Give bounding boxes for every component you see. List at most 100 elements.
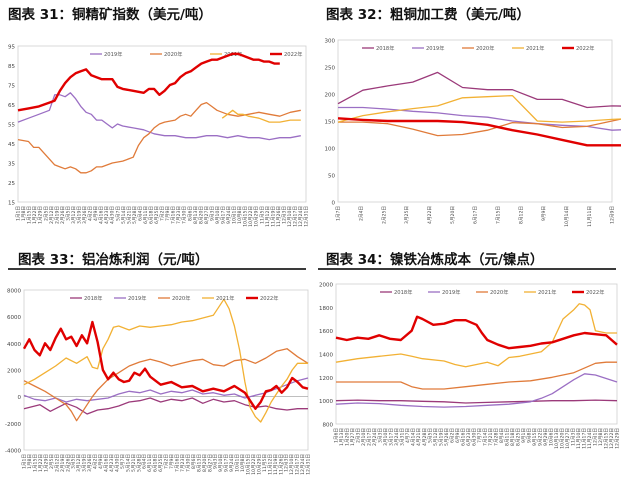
x-tick-label: 12月15日	[604, 428, 610, 449]
x-tick-label: 10月22日	[248, 206, 254, 227]
x-tick-label: 11月26日	[276, 206, 282, 227]
x-tick-label: 11月5日	[259, 206, 265, 224]
x-tick-label: 12月24日	[300, 454, 306, 475]
x-tick-label: 6月30日	[471, 428, 477, 446]
x-tick-label: 11月3日	[571, 428, 577, 446]
x-tick-label: 1月22日	[32, 206, 38, 224]
x-tick-label: 6月4日	[137, 206, 143, 221]
x-tick-label: 3月10日	[383, 428, 389, 446]
chart-aluminium-smelting-profit: -4000 -2000 0 2000 4000 6000 8000 1月1日 1月8日 1月15日…	[5, 289, 312, 475]
x-tick-label: 2月3日	[356, 428, 362, 443]
series-line-2018年	[337, 71, 621, 109]
x-tick-label: 1月1日	[16, 206, 22, 221]
x-tick-label: 9月3日	[213, 454, 219, 469]
y-tick-label: 1400	[319, 353, 333, 359]
x-tick-label: 10月14日	[564, 206, 570, 227]
legend-label: 2020年	[172, 294, 190, 302]
y-tick-label: 200	[325, 93, 336, 99]
series-line-2019年	[17, 92, 301, 141]
x-tick-label: 7月23日	[176, 206, 182, 224]
x-tick-label: 4月28日	[422, 428, 428, 446]
series-line-2019年	[23, 377, 309, 403]
x-tick-label: 11月5日	[262, 454, 268, 472]
x-tick-label: 10月15日	[243, 206, 249, 227]
legend-label: 2022年	[576, 44, 594, 52]
x-tick-label: 7月15日	[495, 206, 501, 224]
x-tick-label: 12月1日	[593, 428, 599, 446]
x-tick-label: 5月19日	[438, 428, 444, 446]
x-tick-label: 10月29日	[254, 206, 260, 227]
x-tick-label: 9月1日	[521, 428, 527, 443]
x-tick-label: 1月20日	[345, 428, 351, 446]
x-tick-label: 12月31日	[304, 206, 310, 227]
x-tick-label: 7月30日	[185, 454, 191, 472]
x-tick-label: 3月26日	[82, 206, 88, 224]
x-tick-label: 1月6日	[334, 428, 340, 443]
x-tick-label: 4月21日	[416, 428, 422, 446]
plot-frame	[17, 45, 307, 203]
x-tick-label: 5月5日	[427, 428, 433, 443]
x-tick-label: 11月24日	[587, 428, 593, 449]
x-tick-label: 5月7日	[115, 206, 121, 221]
x-tick-label: 5月21日	[131, 454, 137, 472]
x-tick-label: 12月10日	[287, 206, 293, 227]
x-tick-label: 12月17日	[295, 454, 301, 475]
x-tick-label: 7月30日	[182, 206, 188, 224]
x-tick-label: 11月19日	[270, 206, 276, 227]
y-tick-label: 35	[8, 162, 15, 168]
x-tick-label: 11月10日	[576, 428, 582, 449]
y-tick-label: 800	[323, 423, 334, 429]
y-tick-label: 2000	[7, 369, 21, 375]
x-tick-label: 12月17日	[293, 206, 299, 227]
x-tick-label: 6月17日	[473, 206, 479, 224]
legend-label: 2021年	[538, 288, 556, 296]
x-tick-label: 11月17日	[582, 428, 588, 449]
series-line-2021年	[221, 109, 301, 123]
x-tick-label: 7月9日	[165, 206, 171, 221]
x-tick-label: 4月2日	[93, 454, 99, 469]
x-tick-label: 4月30日	[110, 206, 116, 224]
legend-label: 2021年	[526, 44, 544, 52]
x-tick-label: 10月13日	[554, 428, 560, 449]
x-tick-label: 2月26日	[65, 454, 71, 472]
y-tick-label: 50	[328, 174, 335, 180]
x-tick-label: 5月26日	[444, 428, 450, 446]
x-tick-label: 12月3日	[281, 206, 287, 224]
x-tick-label: 6月25日	[154, 206, 160, 224]
x-tick-label: 2月12日	[49, 206, 55, 224]
x-tick-label: 7月2日	[164, 454, 170, 469]
x-tick-label: 6月16日	[460, 428, 466, 446]
x-tick-label: 1月1日	[22, 454, 28, 469]
x-tick-label: 6月11日	[147, 454, 153, 472]
x-tick-label: 3月26日	[87, 454, 93, 472]
x-tick-label: 8月25日	[515, 428, 521, 446]
series-line-2022年	[22, 320, 309, 410]
x-tick-label: 1月22日	[38, 454, 44, 472]
x-tick-label: 4月30日	[114, 454, 120, 472]
x-tick-label: 10月6日	[548, 428, 554, 446]
x-tick-label: 1月29日	[43, 454, 49, 472]
x-tick-label: 3月31日	[400, 428, 406, 446]
series-line-2022年	[17, 52, 280, 112]
x-tick-label: 1月15日	[27, 206, 33, 224]
legend-label: 2020年	[490, 288, 508, 296]
y-tick-label: 95	[8, 45, 15, 51]
x-tick-label: 10月27日	[565, 428, 571, 449]
plot-frame	[335, 283, 618, 425]
x-tick-label: 3月12日	[71, 206, 77, 224]
x-tick-label: 9月8日	[526, 428, 532, 443]
divider-top-left	[8, 268, 306, 270]
series-line-2022年	[335, 315, 618, 350]
x-tick-label: 3月24日	[394, 428, 400, 446]
plot-frame	[23, 289, 309, 451]
x-tick-label: 3月12日	[76, 454, 82, 472]
x-tick-label: 10月1日	[235, 454, 241, 472]
x-tick-label: 8月27日	[207, 454, 213, 472]
y-tick-label: 0	[332, 201, 336, 207]
x-tick-label: 7月16日	[175, 454, 181, 472]
x-tick-label: 7月21日	[488, 428, 494, 446]
x-tick-label: 5月7日	[120, 454, 126, 469]
x-tick-label: 9月9日	[541, 206, 547, 221]
y-tick-label: 300	[325, 39, 336, 45]
y-tick-label: 85	[8, 64, 15, 70]
